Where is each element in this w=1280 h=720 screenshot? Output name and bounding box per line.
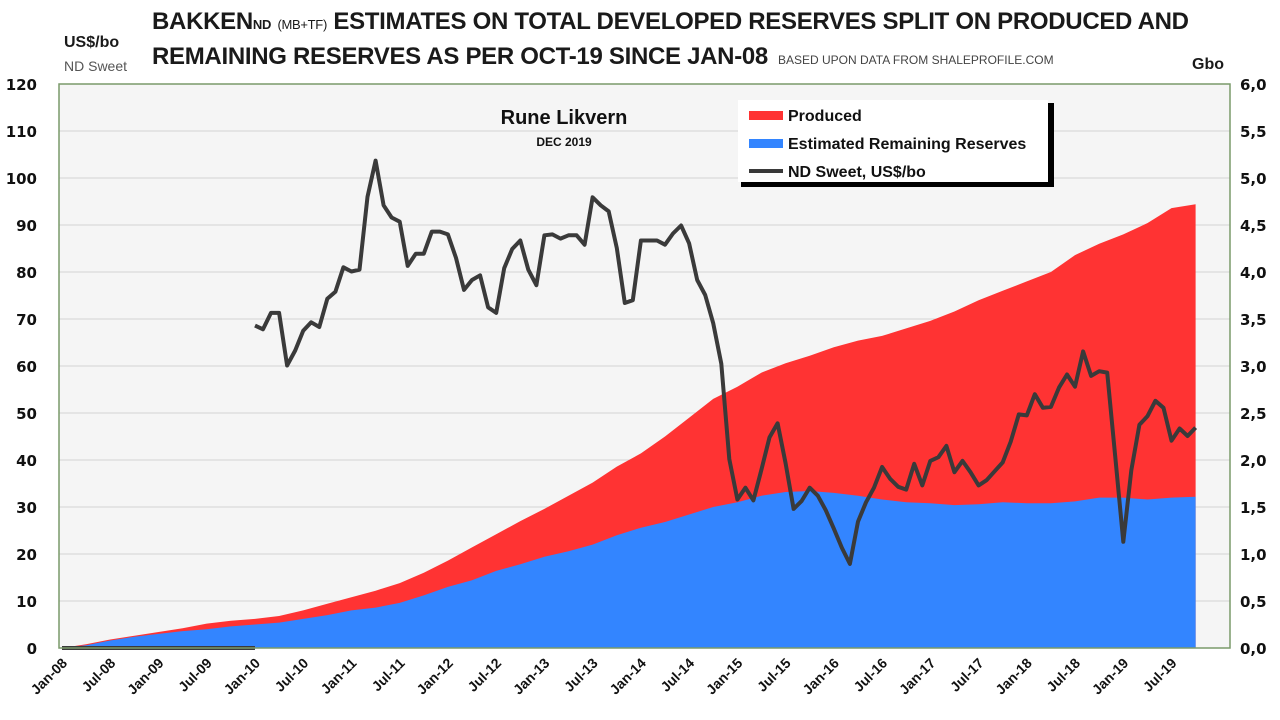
right-axis-tick-label: 1,5: [1240, 499, 1267, 517]
left-axis-unit: US$/bo: [64, 34, 120, 51]
title-line-2-text: REMAINING RESERVES AS PER OCT-19 SINCE J…: [152, 43, 768, 70]
x-axis-tick-label: Jan-16: [799, 655, 842, 698]
right-axis-tick-label: 3,0: [1240, 358, 1267, 376]
area-remaining: [62, 491, 1196, 648]
left-axis-tick-label: 0: [27, 640, 37, 658]
right-axis-tick-label: 4,0: [1240, 264, 1267, 282]
left-axis-tick-label: 30: [16, 499, 37, 517]
title-paren: (MB+TF): [277, 17, 327, 32]
date-annotation: DEC 2019: [536, 135, 592, 149]
x-axis-tick-label: Jul-14: [657, 655, 697, 695]
right-axis-tick-label: 2,0: [1240, 452, 1267, 470]
chart-title-line-2: REMAINING RESERVES AS PER OCT-19 SINCE J…: [152, 41, 1189, 76]
right-axis-tick-label: 5,5: [1240, 123, 1267, 141]
title-subscript: ND: [252, 17, 272, 32]
x-axis-tick-label: Jan-08: [27, 655, 70, 698]
x-axis-tick-label: Jan-13: [510, 655, 553, 698]
right-axis-tick-label: 3,5: [1240, 311, 1267, 329]
right-axis-tick-label: 6,0: [1240, 76, 1267, 94]
left-axis-tick-label: 40: [16, 452, 37, 470]
right-axis-tick-label: 0,0: [1240, 640, 1267, 658]
x-axis-tick-label: Jul-13: [561, 655, 601, 695]
x-axis-tick-label: Jan-14: [606, 655, 649, 698]
x-axis-tick-label: Jul-15: [754, 655, 794, 695]
left-axis-tick-label: 20: [16, 546, 37, 564]
x-axis-tick-label: Jul-12: [464, 655, 504, 695]
left-axis-tick-label: 110: [6, 123, 37, 141]
x-axis-tick-label: Jul-10: [271, 655, 311, 695]
right-axis-tick-label: 5,0: [1240, 170, 1267, 188]
title-main: BAKKEN: [152, 8, 253, 35]
x-axis-tick-label: Jul-11: [368, 655, 408, 695]
author-annotation: Rune Likvern: [501, 107, 628, 129]
legend-label-remaining: Estimated Remaining Reserves: [788, 136, 1026, 153]
left-axis-tick-label: 70: [16, 311, 37, 329]
x-axis-tick-label: Jan-19: [1089, 655, 1132, 698]
x-axis-tick-label: Jul-09: [175, 655, 215, 695]
x-axis-tick-label: Jul-16: [850, 655, 890, 695]
right-axis-ticks: 0,0 0,5 1,0 1,5 2,0 2,5 3,0 3,5 4,0 4,5 5,0 5,5 6,0: [1240, 76, 1267, 658]
left-axis-tick-label: 90: [16, 217, 37, 235]
x-axis-tick-label: Jan-09: [124, 655, 167, 698]
source-note: BASED UPON DATA FROM SHALEPROFILE.COM: [778, 53, 1054, 67]
x-axis-tick-label: Jan-17: [896, 655, 939, 698]
legend-swatch-remaining: [749, 139, 783, 148]
x-axis-tick-label: Jul-19: [1140, 655, 1180, 695]
left-axis-tick-label: 80: [16, 264, 37, 282]
left-axis-tick-label: 60: [16, 358, 37, 376]
x-axis-tick-label: Jul-08: [78, 655, 118, 695]
left-axis-tick-label: 120: [6, 76, 37, 94]
legend-label-price: ND Sweet, US$/bo: [788, 164, 926, 181]
title-rest: ESTIMATES ON TOTAL DEVELOPED RESERVES SP…: [333, 8, 1189, 35]
x-axis-tick-label: Jul-17: [947, 655, 987, 695]
right-axis-tick-label: 4,5: [1240, 217, 1267, 235]
chart-title: BAKKENND (MB+TF) ESTIMATES ON TOTAL DEVE…: [152, 6, 1189, 76]
x-axis-tick-label: Jan-10: [220, 655, 263, 698]
left-axis-tick-label: 100: [6, 170, 37, 188]
x-axis-tick-label: Jul-18: [1043, 655, 1083, 695]
price-line-nd-sweet: [254, 158, 1198, 566]
legend-swatch-produced: [749, 111, 783, 120]
right-axis-tick-label: 2,5: [1240, 405, 1267, 423]
left-axis-tick-label: 50: [16, 405, 37, 423]
left-axis-tick-label: 10: [16, 593, 37, 611]
x-axis-tick-label: Jan-11: [317, 655, 359, 697]
right-axis-tick-label: 1,0: [1240, 546, 1267, 564]
legend: Produced Estimated Remaining Reserves ND…: [738, 100, 1054, 187]
x-axis-tick-label: Jan-18: [992, 655, 1035, 698]
x-axis-tick-label: Jan-15: [703, 655, 746, 698]
x-axis-tick-label: Jan-12: [413, 655, 456, 698]
right-axis-tick-label: 0,5: [1240, 593, 1267, 611]
chart-title-line-1: BAKKENND (MB+TF) ESTIMATES ON TOTAL DEVE…: [152, 6, 1189, 41]
plot-border: [58, 83, 1231, 649]
right-axis-unit: Gbo: [1192, 56, 1224, 73]
left-axis-ticks: 0 10 20 30 40 50 60 70 80 90 100 110 120: [6, 76, 37, 658]
legend-box: [738, 100, 1048, 182]
left-axis-subtitle: ND Sweet: [64, 58, 128, 74]
legend-label-produced: Produced: [788, 108, 862, 125]
x-axis-ticks: Jan-08 Jul-08 Jan-09 Jul-09 Jan-10 Jul-10 Jan-…: [27, 655, 1179, 698]
